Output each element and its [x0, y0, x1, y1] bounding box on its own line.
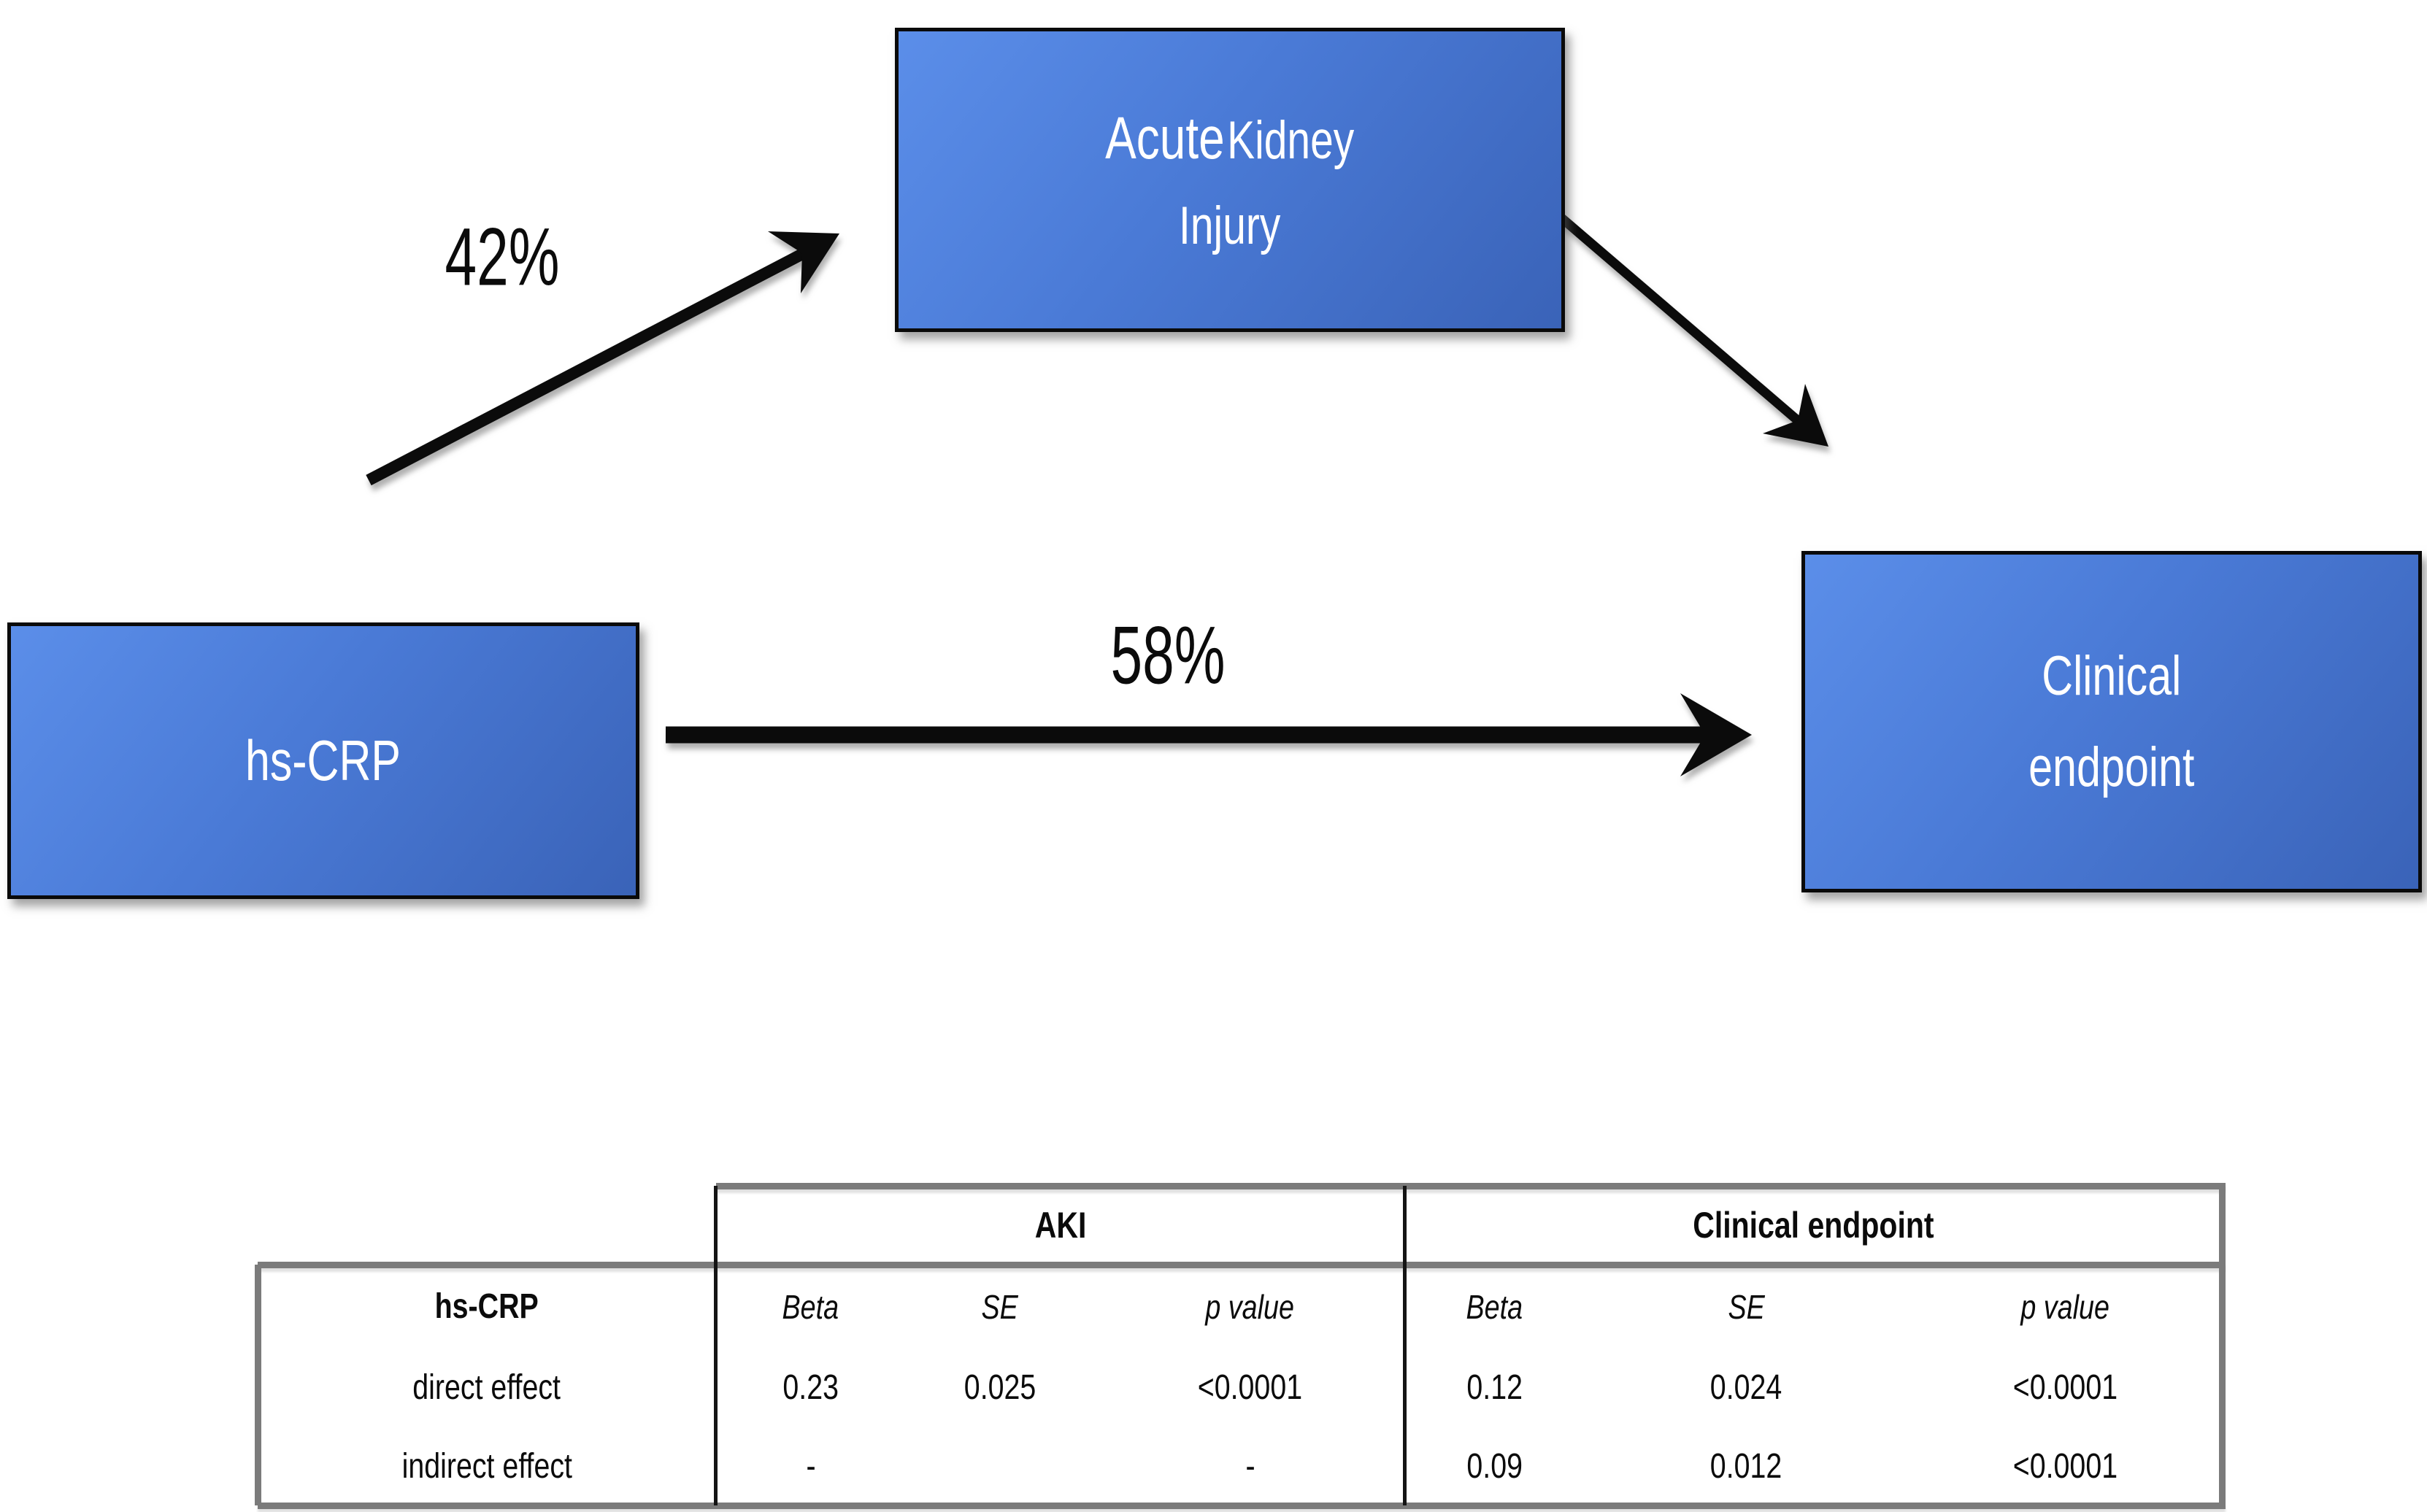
- node-hscrp-label: hs-CRP: [245, 728, 401, 793]
- table-col-header-beta-ce: Beta: [1466, 1287, 1523, 1326]
- node-acute-kidney-injury: Acute Kidney Injury: [895, 28, 1565, 332]
- arrow-hscrp-to-endpoint: [666, 693, 1752, 776]
- mediator-word-injury: Injury: [1179, 196, 1281, 256]
- table-col-header-se-ce: SE: [1728, 1287, 1765, 1326]
- table-value-indirect-se-aki: [905, 1427, 1095, 1505]
- path-label-58-percent: 58%: [1110, 609, 1226, 701]
- table-value-indirect-se-ce: 0.012: [1710, 1446, 1782, 1486]
- table-border-right: [2219, 1183, 2226, 1509]
- table-col-header-beta-aki: Beta: [782, 1287, 839, 1326]
- mediator-word-kidney: Kidney: [1227, 111, 1355, 171]
- table-divider-aki-clinical-endpoint: [1403, 1186, 1407, 1505]
- node-clinical-endpoint: Clinical endpoint: [1801, 551, 2422, 892]
- node-hscrp: hs-CRP: [7, 622, 639, 899]
- table-col-header-pvalue-ce: p value: [2020, 1287, 2110, 1326]
- table-group-header-clinical-endpoint: Clinical endpoint: [1693, 1205, 1934, 1246]
- mediator-word-acute: Acute: [1105, 105, 1225, 172]
- table-border-left: [255, 1265, 261, 1505]
- table-row-label-direct-effect: direct effect: [412, 1368, 561, 1407]
- table-corner-cell: [258, 1186, 716, 1265]
- outcome-word-endpoint: endpoint: [2028, 736, 2195, 798]
- table-border-top: [716, 1183, 2226, 1189]
- table-value-indirect-beta-aki: -: [805, 1446, 816, 1486]
- table-value-indirect-pvalue-ce: <0.0001: [2012, 1446, 2118, 1486]
- table-value-direct-se-aki: 0.025: [964, 1368, 1036, 1407]
- table-value-indirect-pvalue-aki: -: [1245, 1446, 1255, 1486]
- table-col-header-pvalue-aki: p value: [1205, 1287, 1295, 1326]
- table-divider-labels-aki: [714, 1186, 718, 1505]
- outcome-word-clinical: Clinical: [2042, 644, 2182, 707]
- table-value-direct-pvalue-aki: <0.0001: [1197, 1368, 1303, 1407]
- table-value-direct-pvalue-ce: <0.0001: [2012, 1368, 2118, 1407]
- table-group-header-aki: AKI: [1034, 1205, 1087, 1246]
- node-acute-kidney-injury-label: Acute Kidney Injury: [1105, 92, 1354, 267]
- table-value-direct-se-ce: 0.024: [1710, 1368, 1782, 1407]
- arrow-hscrp-to-aki: [366, 231, 839, 486]
- table-value-direct-beta-aki: 0.23: [782, 1368, 839, 1407]
- table-col-header-se-aki: SE: [981, 1287, 1019, 1326]
- node-clinical-endpoint-label: Clinical endpoint: [2028, 630, 2194, 814]
- table-border-bottom: [258, 1503, 2226, 1509]
- table-row-label-indirect-effect: indirect effect: [401, 1446, 572, 1486]
- table-value-indirect-beta-ce: 0.09: [1466, 1446, 1523, 1486]
- mediation-stats-table: AKI Clinical endpoint hs-CRP Beta SE p v…: [258, 1186, 2222, 1505]
- table-row-header-hscrp: hs-CRP: [434, 1287, 539, 1326]
- path-label-42-percent: 42%: [445, 211, 560, 303]
- table-border-under-group-headers: [258, 1262, 2226, 1268]
- table-value-direct-beta-ce: 0.12: [1466, 1368, 1523, 1407]
- arrow-aki-to-endpoint: [1555, 212, 1828, 447]
